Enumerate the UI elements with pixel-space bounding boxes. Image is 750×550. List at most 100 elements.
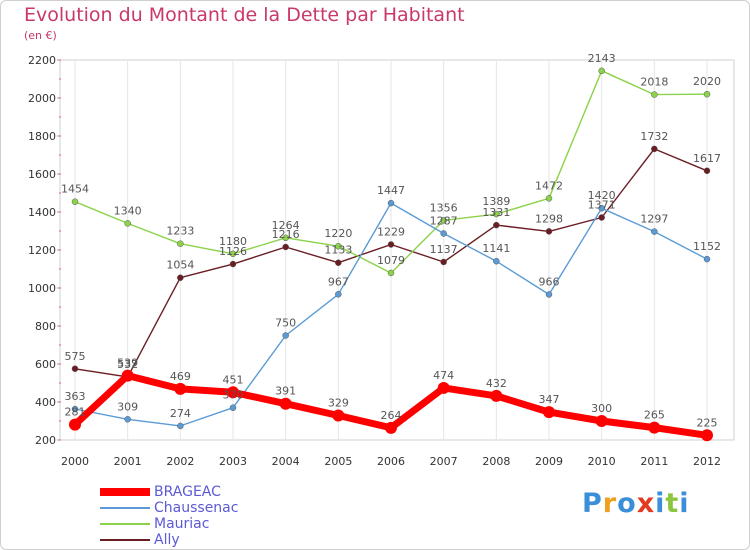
y-tick-label: 200	[35, 434, 56, 447]
series-layer	[69, 67, 713, 442]
data-label-ally: 1371	[588, 199, 616, 212]
data-point-mauriac[interactable]	[282, 234, 289, 242]
data-label-mauriac: 2143	[588, 52, 616, 65]
data-point-ally[interactable]	[335, 259, 342, 266]
data-point-brageac[interactable]	[543, 406, 555, 419]
data-label-chaussenac: 274	[170, 407, 191, 420]
legend-swatch-mauriac	[100, 523, 150, 525]
data-label-chaussenac: 966	[539, 275, 560, 288]
data-point-chaussenac[interactable]	[71, 405, 79, 413]
data-point-chaussenac[interactable]	[124, 416, 131, 423]
x-tick-label: 2011	[640, 455, 668, 468]
data-point-mauriac[interactable]	[703, 90, 711, 98]
data-point-mauriac[interactable]	[651, 91, 658, 98]
data-label-brageac: 300	[591, 402, 612, 415]
data-label-mauriac: 1340	[114, 204, 142, 217]
data-point-mauriac[interactable]	[124, 220, 131, 227]
data-label-chaussenac: 1152	[693, 240, 721, 253]
x-tick-label: 2005	[324, 455, 352, 468]
data-label-brageac: 474	[433, 369, 454, 382]
x-tick-label: 2012	[693, 455, 721, 468]
data-point-brageac[interactable]	[701, 429, 713, 442]
data-label-mauriac: 1356	[430, 201, 458, 214]
data-point-mauriac[interactable]	[229, 250, 237, 258]
data-point-chaussenac[interactable]	[493, 257, 500, 265]
data-label-chaussenac: 1447	[377, 184, 405, 197]
data-point-brageac[interactable]	[595, 415, 608, 427]
data-point-brageac[interactable]	[69, 418, 81, 431]
data-point-brageac[interactable]	[437, 381, 450, 394]
data-point-brageac[interactable]	[490, 389, 503, 402]
legend-label-mauriac: Mauriac	[154, 516, 210, 532]
data-point-brageac[interactable]	[279, 397, 292, 410]
x-tick-label: 2007	[430, 455, 458, 468]
data-point-chaussenac[interactable]	[177, 422, 184, 430]
data-point-brageac[interactable]	[332, 409, 345, 422]
data-label-brageac: 281	[65, 406, 86, 419]
data-point-ally[interactable]	[71, 365, 79, 372]
data-label-mauriac: 1233	[166, 225, 194, 238]
y-tick-label: 600	[35, 358, 56, 371]
y-tick-label: 800	[35, 320, 56, 333]
data-point-ally[interactable]	[493, 221, 500, 229]
legend-item-brageac[interactable]: BRAGEAC	[100, 484, 238, 500]
data-label-ally: 532	[117, 358, 138, 371]
legend-item-mauriac[interactable]: Mauriac	[100, 516, 238, 532]
data-point-mauriac[interactable]	[598, 67, 605, 75]
data-point-chaussenac[interactable]	[598, 204, 605, 212]
data-point-ally[interactable]	[229, 260, 237, 268]
data-point-ally[interactable]	[440, 258, 447, 266]
data-point-brageac[interactable]	[648, 421, 661, 434]
data-point-ally[interactable]	[282, 243, 289, 251]
data-point-mauriac[interactable]	[493, 210, 500, 218]
y-tick-label: 1000	[28, 282, 56, 295]
data-point-mauriac[interactable]	[440, 217, 447, 224]
data-point-brageac[interactable]	[227, 386, 239, 399]
data-point-chaussenac[interactable]	[651, 228, 658, 235]
data-label-brageac: 264	[381, 409, 402, 422]
data-point-chaussenac[interactable]	[545, 291, 553, 298]
data-point-ally[interactable]	[387, 241, 395, 248]
data-label-chaussenac: 370	[223, 389, 244, 402]
data-point-chaussenac[interactable]	[440, 230, 447, 237]
data-label-chaussenac: 363	[65, 390, 86, 403]
data-point-chaussenac[interactable]	[282, 332, 289, 339]
data-label-ally: 1331	[482, 206, 510, 219]
legend-item-chaussenac[interactable]: Chaussenac	[100, 500, 238, 516]
data-point-mauriac[interactable]	[71, 198, 79, 205]
data-label-chaussenac: 1420	[588, 189, 616, 202]
data-label-brageac: 469	[170, 370, 191, 383]
data-point-mauriac[interactable]	[335, 242, 342, 250]
y-tick-label: 1800	[28, 130, 56, 143]
data-point-chaussenac[interactable]	[387, 199, 395, 207]
data-point-chaussenac[interactable]	[229, 404, 237, 411]
data-point-ally[interactable]	[703, 167, 711, 175]
data-point-mauriac[interactable]	[545, 195, 553, 202]
data-label-ally: 1298	[535, 212, 563, 225]
data-point-chaussenac[interactable]	[703, 255, 711, 263]
data-label-brageac: 432	[486, 377, 507, 390]
y-tick-label: 400	[35, 396, 56, 409]
data-point-brageac[interactable]	[174, 382, 187, 395]
data-label-ally: 1133	[324, 244, 352, 257]
x-tick-label: 2000	[61, 455, 89, 468]
data-point-chaussenac[interactable]	[335, 291, 342, 298]
data-point-brageac[interactable]	[121, 369, 134, 382]
x-tick-label: 2008	[482, 455, 510, 468]
legend-swatch-brageac	[100, 488, 150, 496]
data-point-ally[interactable]	[177, 274, 184, 281]
legend-label-brageac: BRAGEAC	[154, 484, 221, 500]
data-point-mauriac[interactable]	[177, 240, 184, 247]
data-point-mauriac[interactable]	[387, 269, 395, 277]
data-point-ally[interactable]	[545, 228, 553, 235]
plot-area	[59, 59, 735, 441]
data-label-mauriac: 1454	[61, 183, 89, 196]
legend-item-ally[interactable]: Ally	[100, 532, 238, 548]
data-label-brageac: 225	[697, 416, 718, 429]
data-point-brageac[interactable]	[385, 421, 397, 434]
y-tick-label: 1200	[28, 244, 56, 257]
data-point-ally[interactable]	[598, 214, 605, 221]
data-point-ally[interactable]	[651, 145, 658, 153]
data-label-brageac: 451	[223, 373, 244, 386]
